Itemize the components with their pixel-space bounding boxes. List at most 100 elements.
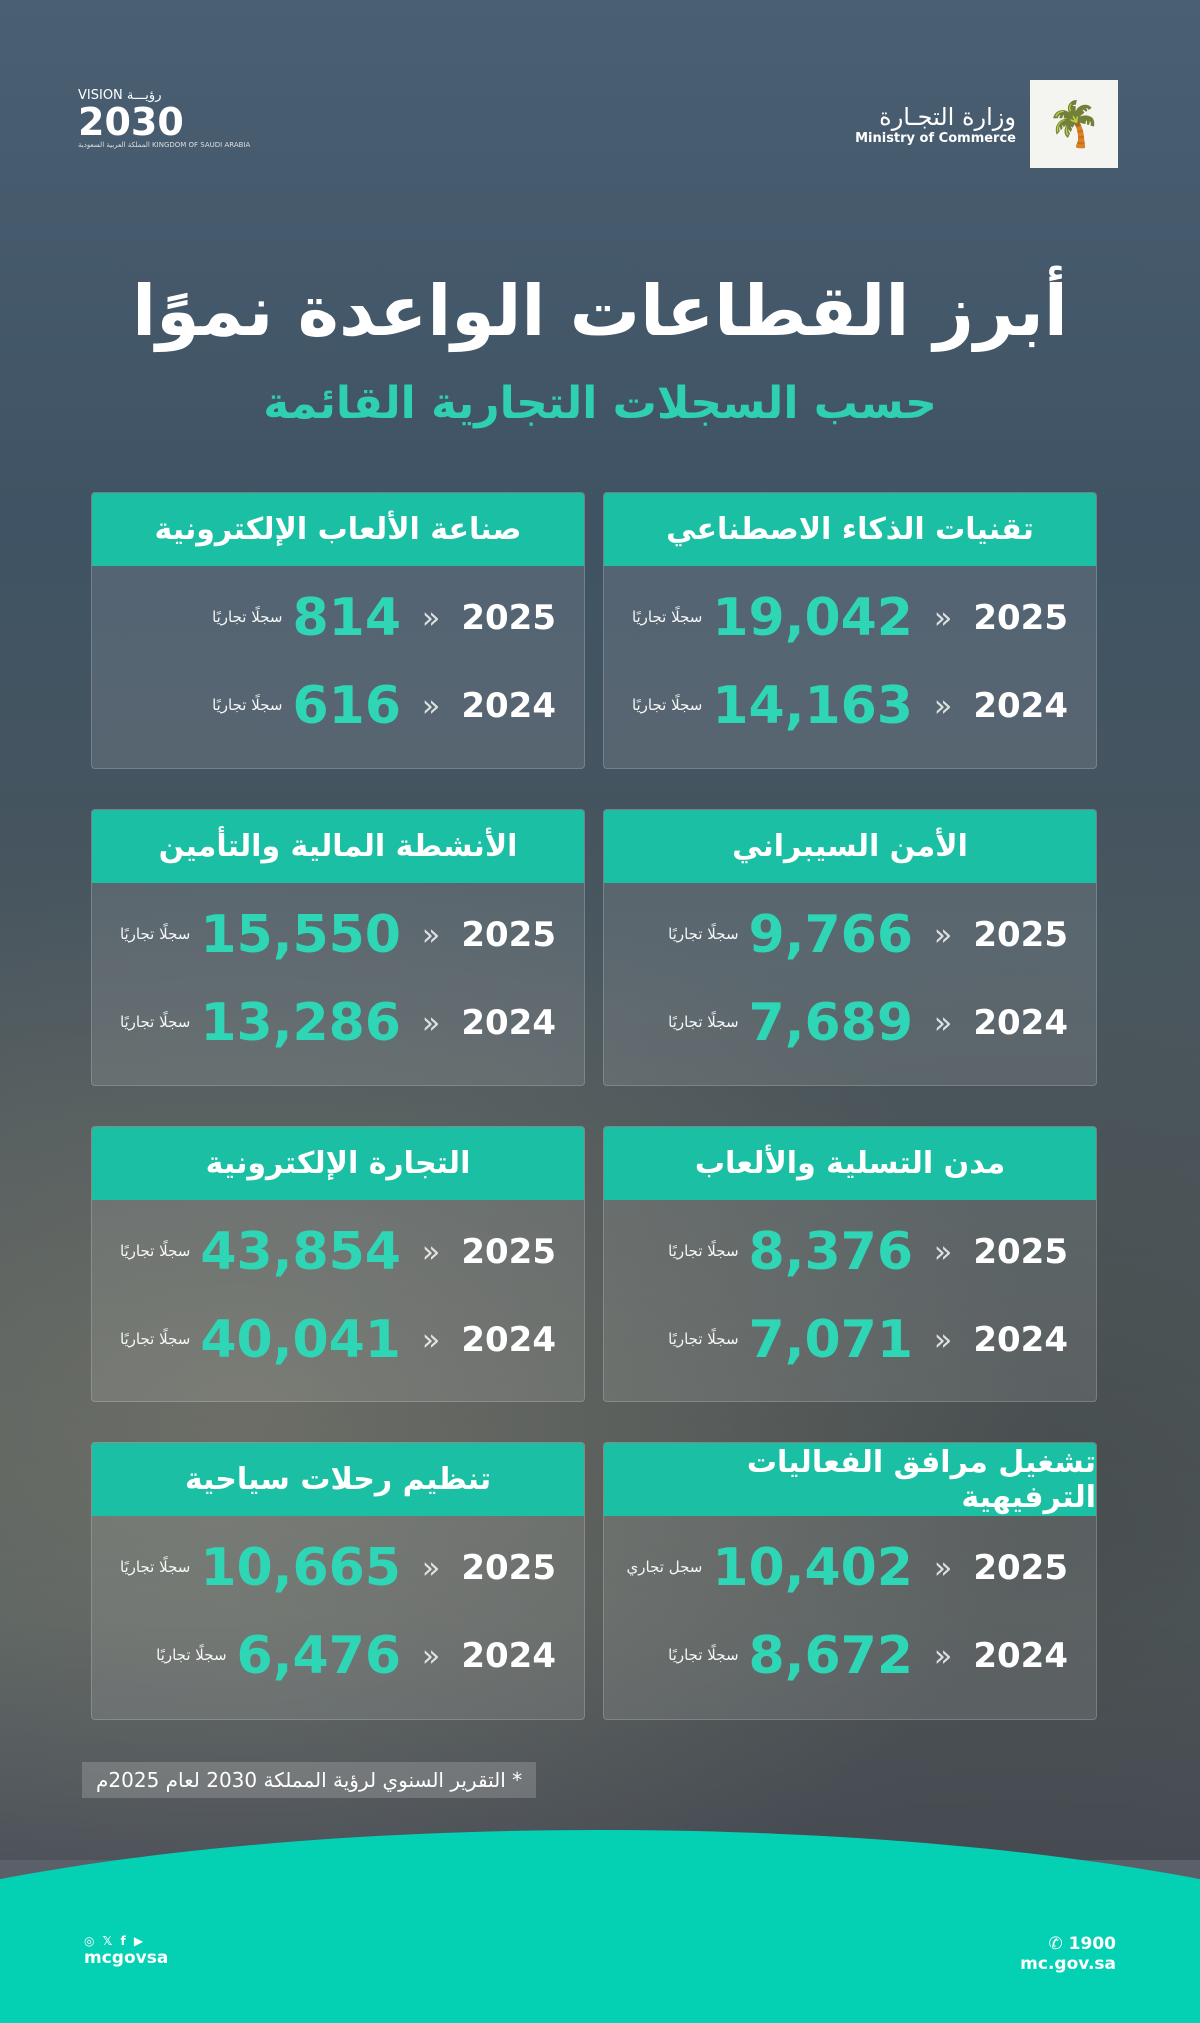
sector-title: الأنشطة المالية والتأمين xyxy=(92,810,584,883)
double-chevron-icon: « xyxy=(933,1234,953,1270)
unit-label: سجلًا تجاريًا xyxy=(119,1013,191,1032)
sector-card: مدن التسلية والألعاب 2025 « 8,376 سجلًا … xyxy=(603,1126,1097,1402)
vision-subtitle: المملكة العربية السعودية KINGDOM OF SAUD… xyxy=(78,141,251,149)
ministry-name-ar: وزارة التجـارة xyxy=(879,102,1016,131)
unit-label: سجلًا تجاريًا xyxy=(212,608,283,627)
record-count: 7,689 xyxy=(748,993,913,1053)
double-chevron-icon: « xyxy=(421,1550,441,1586)
ministry-logo: وزارة التجـارة Ministry of Commerce 🌴 xyxy=(855,80,1118,168)
year-row: 2025 « 19,042 سجلًا تجاريًا xyxy=(604,574,1096,662)
vision-2030-logo: VISION رؤيـــة 2030 المملكة العربية السع… xyxy=(78,88,250,149)
year-label: 2025 xyxy=(461,1548,556,1588)
palm-swords-emblem-icon: 🌴 xyxy=(1030,80,1118,168)
background-photo xyxy=(0,760,1200,1860)
record-count: 10,665 xyxy=(200,1538,401,1598)
vision-year: 2030 xyxy=(78,100,184,144)
record-count: 6,476 xyxy=(236,1626,401,1686)
double-chevron-icon: « xyxy=(421,917,441,953)
year-row: 2025 « 9,766 سجلًا تجاريًا xyxy=(604,891,1096,979)
year-label: 2024 xyxy=(973,1320,1068,1360)
year-label: 2024 xyxy=(461,1003,556,1043)
phone-number[interactable]: ✆ 1900 xyxy=(1048,1934,1116,1954)
record-count: 814 xyxy=(292,588,401,648)
year-row: 2024 « 7,071 سجلًا تجاريًا xyxy=(604,1296,1096,1384)
record-count: 616 xyxy=(292,676,401,736)
page-subtitle: حسب السجلات التجارية القائمة xyxy=(263,378,937,429)
double-chevron-icon: « xyxy=(421,1005,441,1041)
year-row: 2024 « 14,163 سجلًا تجاريًا xyxy=(604,662,1096,750)
year-row: 2025 « 10,402 سجل تجاري xyxy=(604,1524,1096,1612)
unit-label: سجلًا تجاريًا xyxy=(668,1330,739,1349)
double-chevron-icon: « xyxy=(933,688,953,724)
unit-label: سجلًا تجاريًا xyxy=(119,1330,191,1349)
sector-card: الأنشطة المالية والتأمين 2025 « 15,550 س… xyxy=(91,809,585,1086)
year-label: 2024 xyxy=(461,1320,556,1360)
unit-label: سجلًا تجاريًا xyxy=(668,1013,739,1032)
year-row: 2024 « 6,476 سجلًا تجاريًا xyxy=(92,1612,584,1700)
record-count: 40,041 xyxy=(200,1310,401,1370)
sector-title: الأمن السيبراني xyxy=(604,810,1096,883)
record-count: 7,071 xyxy=(748,1310,913,1370)
ministry-name-en: Ministry of Commerce xyxy=(855,130,1016,146)
year-label: 2025 xyxy=(461,1232,556,1272)
record-count: 14,163 xyxy=(712,676,913,736)
sector-card: التجارة الإلكترونية 2025 « 43,854 سجلًا … xyxy=(91,1126,585,1402)
sector-card: تقنيات الذكاء الاصطناعي 2025 « 19,042 سج… xyxy=(603,492,1097,769)
sector-card: تنظيم رحلات سياحية 2025 « 10,665 سجلًا ت… xyxy=(91,1442,585,1720)
contact-block: ✆ 1900 mc.gov.sa xyxy=(1020,1934,1116,1974)
year-row: 2024 « 13,286 سجلًا تجاريًا xyxy=(92,979,584,1067)
double-chevron-icon: « xyxy=(421,688,441,724)
sector-card: تشغيل مرافق الفعاليات الترفيهية 2025 « 1… xyxy=(603,1442,1097,1720)
year-label: 2024 xyxy=(461,1636,556,1676)
year-label: 2024 xyxy=(973,1636,1068,1676)
sector-title: التجارة الإلكترونية xyxy=(92,1127,584,1200)
sector-title: تقنيات الذكاء الاصطناعي xyxy=(604,493,1096,566)
double-chevron-icon: « xyxy=(421,1234,441,1270)
year-label: 2025 xyxy=(461,915,556,955)
sector-title: مدن التسلية والألعاب xyxy=(604,1127,1096,1200)
year-label: 2025 xyxy=(973,915,1068,955)
year-label: 2024 xyxy=(461,686,556,726)
year-label: 2025 xyxy=(973,1232,1068,1272)
page-title: أبرز القطاعات الواعدة نموًا xyxy=(132,270,1068,352)
website-link[interactable]: mc.gov.sa xyxy=(1020,1954,1116,1974)
footnote: * التقرير السنوي لرؤية المملكة 2030 لعام… xyxy=(82,1762,537,1798)
record-count: 10,402 xyxy=(712,1538,913,1598)
footer xyxy=(0,1900,1200,2023)
record-count: 19,042 xyxy=(712,588,913,648)
double-chevron-icon: « xyxy=(421,1638,441,1674)
record-count: 9,766 xyxy=(748,905,913,965)
year-label: 2024 xyxy=(973,1003,1068,1043)
sector-title: صناعة الألعاب الإلكترونية xyxy=(92,493,584,566)
year-label: 2025 xyxy=(973,598,1068,638)
unit-label: سجلًا تجاريًا xyxy=(668,1242,739,1261)
unit-label: سجلًا تجاريًا xyxy=(668,925,739,944)
year-row: 2024 « 40,041 سجلًا تجاريًا xyxy=(92,1296,584,1384)
year-row: 2025 « 43,854 سجلًا تجاريًا xyxy=(92,1208,584,1296)
unit-label: سجلًا تجاريًا xyxy=(119,925,191,944)
double-chevron-icon: « xyxy=(933,1322,953,1358)
unit-label: سجلًا تجاريًا xyxy=(212,696,283,715)
record-count: 8,376 xyxy=(748,1222,913,1282)
unit-label: سجل تجاري xyxy=(626,1558,703,1577)
social-icons[interactable]: ◎ 𝕏 f ▶ xyxy=(84,1934,146,1948)
year-row: 2024 « 616 سجلًا تجاريًا xyxy=(92,662,584,750)
sector-title: تنظيم رحلات سياحية xyxy=(92,1443,584,1516)
vision-label: VISION رؤيـــة xyxy=(78,88,162,103)
record-count: 15,550 xyxy=(200,905,401,965)
double-chevron-icon: « xyxy=(933,1005,953,1041)
sector-card: صناعة الألعاب الإلكترونية 2025 « 814 سجل… xyxy=(91,492,585,769)
year-label: 2024 xyxy=(973,686,1068,726)
unit-label: سجلًا تجاريًا xyxy=(668,1646,739,1665)
unit-label: سجلًا تجاريًا xyxy=(631,696,703,715)
social-handle[interactable]: mcgovsa xyxy=(84,1948,169,1968)
record-count: 43,854 xyxy=(200,1222,401,1282)
double-chevron-icon: « xyxy=(933,1638,953,1674)
double-chevron-icon: « xyxy=(421,1322,441,1358)
double-chevron-icon: « xyxy=(933,600,953,636)
year-row: 2024 « 8,672 سجلًا تجاريًا xyxy=(604,1612,1096,1700)
social-block: ◎ 𝕏 f ▶ mcgovsa xyxy=(84,1934,168,1968)
double-chevron-icon: « xyxy=(421,600,441,636)
unit-label: سجلًا تجاريًا xyxy=(119,1558,191,1577)
year-row: 2024 « 7,689 سجلًا تجاريًا xyxy=(604,979,1096,1067)
